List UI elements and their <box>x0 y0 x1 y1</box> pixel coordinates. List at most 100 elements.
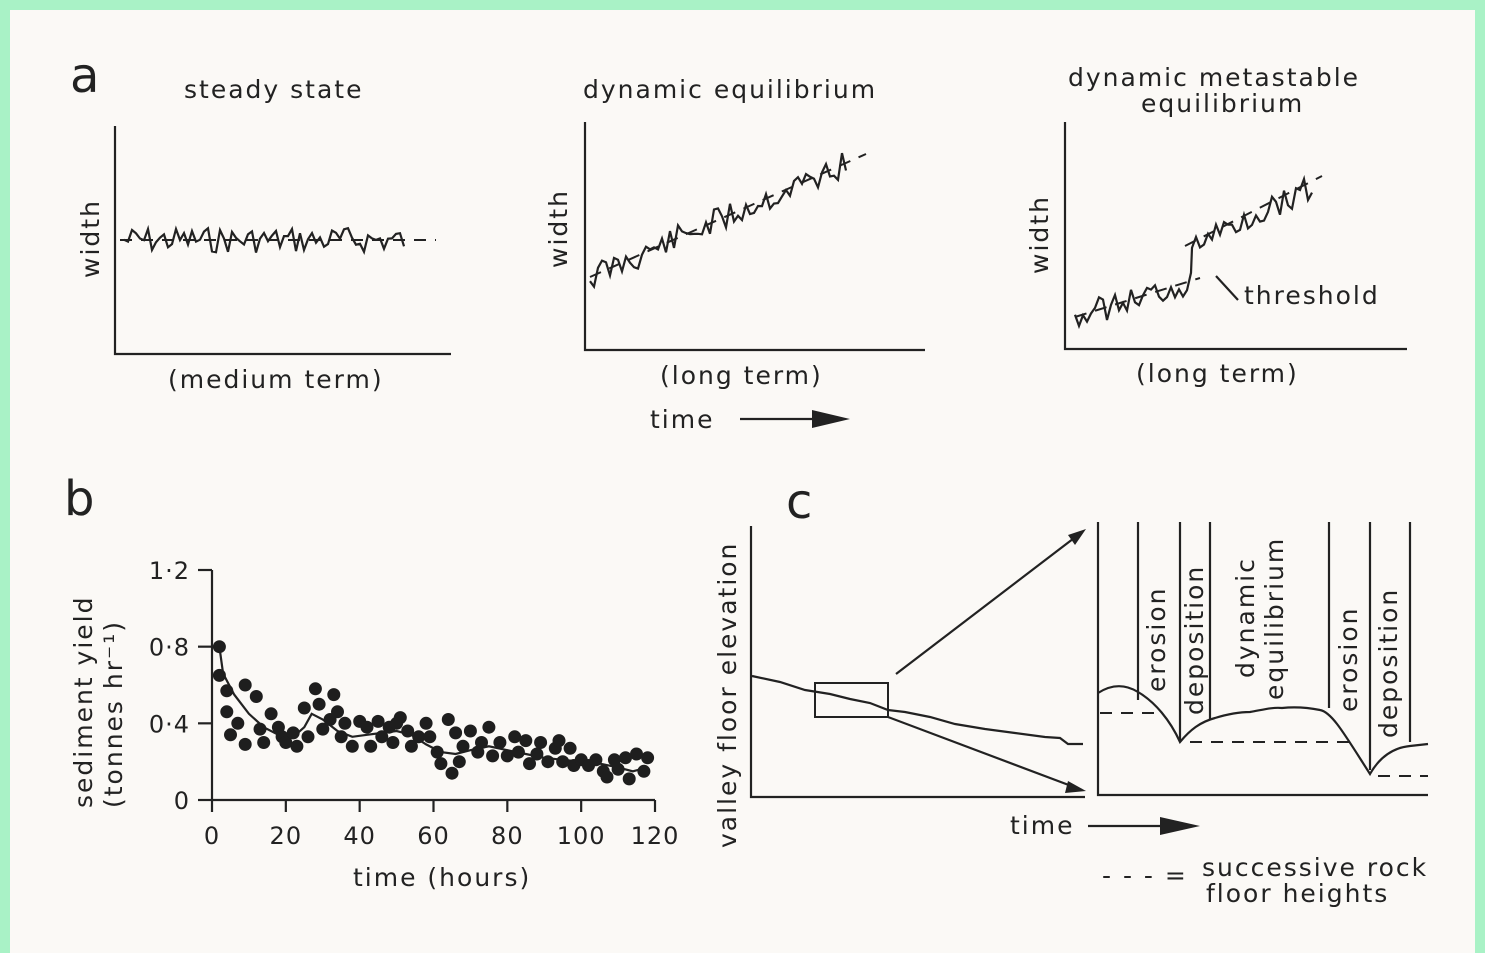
time-arrow-head <box>812 410 850 428</box>
zone-label-deposition-1: deposition <box>1180 565 1209 715</box>
data-point <box>600 770 614 784</box>
data-point <box>589 753 603 767</box>
data-point <box>434 757 448 771</box>
data-point <box>619 751 632 765</box>
data-point <box>253 722 267 736</box>
legend-text-line1: successive rock <box>1202 853 1428 882</box>
data-point <box>279 736 293 749</box>
data-point <box>224 728 237 742</box>
data-point <box>412 730 426 744</box>
data-point <box>523 757 536 771</box>
zone-label-erosion-1: erosion <box>1142 586 1171 692</box>
data-point <box>556 755 570 769</box>
data-point <box>386 736 400 749</box>
data-point <box>552 734 566 748</box>
x-tick-label: 120 <box>631 822 680 850</box>
y-tick-label: 1·2 <box>149 557 190 585</box>
zone-label-dynamic: dynamic <box>1231 557 1260 678</box>
data-point <box>500 749 514 763</box>
plot1-axes <box>113 126 451 356</box>
data-point <box>212 640 226 654</box>
data-point <box>220 705 234 719</box>
data-point <box>316 722 330 736</box>
data-point <box>312 697 326 711</box>
data-point <box>212 668 226 682</box>
data-point <box>637 764 651 778</box>
data-point <box>290 739 304 753</box>
threshold-label: threshold <box>1244 281 1380 310</box>
magnified-profile-curve <box>1097 685 1429 777</box>
plot1-signal <box>123 224 406 255</box>
panel-c-xlabel: time <box>1010 811 1074 840</box>
panel-b-ylabel-line1: sediment yield <box>69 596 98 809</box>
data-point <box>430 745 444 759</box>
data-point <box>611 762 625 776</box>
data-point <box>249 690 263 703</box>
data-point <box>220 684 234 698</box>
plot3-axes <box>1063 122 1407 351</box>
data-point <box>238 678 252 692</box>
data-point <box>364 739 378 753</box>
zone-label-equilibrium: equilibrium <box>1260 537 1289 700</box>
y-tick-label: 0·4 <box>149 710 190 738</box>
data-point <box>508 730 522 744</box>
plot3-trend-high <box>1184 175 1323 247</box>
plot3-title-line2: equilibrium <box>1141 89 1304 118</box>
panel-b-ylabel-line2: (tonnes hr⁻¹) <box>99 620 128 808</box>
zoom-box <box>814 682 889 718</box>
threshold-pointer <box>1215 275 1239 301</box>
data-point <box>563 741 577 755</box>
plot3-trend-low <box>1074 277 1201 318</box>
x-tick-label: 60 <box>417 822 450 850</box>
x-tick-label: 20 <box>270 822 303 850</box>
data-point <box>511 745 525 759</box>
data-point <box>463 724 477 738</box>
data-point <box>238 737 252 751</box>
plot1-xlabel: (medium term) <box>168 365 384 394</box>
data-point <box>327 688 341 702</box>
legend-symbol: - - - = <box>1102 861 1188 890</box>
data-point <box>541 755 555 769</box>
time-label: time <box>650 405 714 434</box>
zoom-line-top <box>895 531 1083 675</box>
data-point <box>338 716 352 730</box>
plot3-ylabel: width <box>1025 195 1054 274</box>
plot2-xlabel: (long term) <box>660 361 823 390</box>
figure-canvas: a steady state width (medium term) dynam… <box>64 48 1429 908</box>
panel-a-letter: a <box>70 48 99 104</box>
data-point <box>334 730 348 744</box>
legend-text-line2: floor heights <box>1206 879 1389 908</box>
data-point <box>482 720 496 734</box>
data-point <box>475 736 488 749</box>
zone-label-erosion-2: erosion <box>1334 606 1363 712</box>
plot1-ylabel: width <box>76 199 105 278</box>
panel-b-ticks: 0 0·4 0·8 1·2 0 20 40 60 80 100 120 <box>149 557 680 850</box>
data-point <box>404 739 418 753</box>
data-point <box>445 766 459 780</box>
data-point <box>493 736 507 749</box>
zoom-arrow-top-head <box>1068 529 1086 545</box>
zoom-line-bottom <box>887 715 1083 792</box>
data-point <box>393 711 407 725</box>
panel-c-left-axes <box>749 526 1085 799</box>
data-point <box>419 716 433 730</box>
data-point <box>286 726 300 740</box>
data-point <box>345 739 359 753</box>
y-tick-label: 0·8 <box>149 634 190 662</box>
zone-label-deposition-2: deposition <box>1374 588 1403 738</box>
data-points <box>212 640 655 786</box>
x-tick-label: 100 <box>557 822 606 850</box>
data-point <box>534 736 548 749</box>
data-point <box>449 726 463 740</box>
data-point <box>264 707 278 721</box>
zoom-arrow-bottom-head <box>1065 781 1086 793</box>
plot3-xlabel: (long term) <box>1136 359 1299 388</box>
figure-frame: a steady state width (medium term) dynam… <box>10 10 1475 953</box>
plot3-title-line1: dynamic metastable <box>1068 63 1360 92</box>
data-point <box>231 716 245 730</box>
data-point <box>486 749 500 763</box>
data-point <box>456 739 470 753</box>
panel-c-right-axes <box>1096 522 1428 797</box>
data-point <box>641 751 655 765</box>
data-point <box>423 730 437 744</box>
